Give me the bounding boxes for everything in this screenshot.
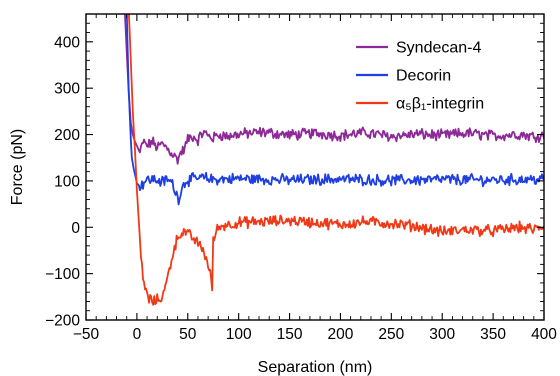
x-tick-label: 200 <box>328 326 354 343</box>
x-tick-label: 100 <box>226 326 252 343</box>
y-tick-label: 300 <box>54 81 80 98</box>
x-tick-label: 0 <box>133 326 142 343</box>
legend-label-0: Syndecan-4 <box>396 40 481 57</box>
y-axis-label: Force (pN) <box>9 129 26 205</box>
x-tick-label: 150 <box>277 326 303 343</box>
x-axis-label: Separation (nm) <box>258 359 373 376</box>
y-tick-label: −200 <box>45 313 80 330</box>
axes-layer: −50 0 50 100 150 200 250 300 350 400 −200 −100 0 100 2… <box>45 13 557 343</box>
x-tick-label: 300 <box>429 326 455 343</box>
series-line-1 <box>125 14 544 206</box>
y-tick-label: 400 <box>54 34 80 51</box>
x-tick-label: 350 <box>480 326 506 343</box>
series-line-0 <box>124 14 544 165</box>
legend-label-2: α₅β₁-integrin <box>396 96 484 113</box>
y-tick-label: −100 <box>45 266 80 283</box>
y-tick-label: 100 <box>54 173 80 190</box>
x-tick-label: −50 <box>73 326 100 343</box>
plot-frame <box>85 13 545 321</box>
y-tick-label: 0 <box>71 220 80 237</box>
x-tick-label: 250 <box>378 326 404 343</box>
legend: Syndecan-4 Decorin α₅β₁-integrin <box>356 40 484 113</box>
legend-label-1: Decorin <box>396 68 451 85</box>
series-layer <box>124 14 544 306</box>
x-tick-label: 400 <box>531 326 557 343</box>
x-tick-label: 50 <box>179 326 197 343</box>
y-tick-label: 200 <box>54 127 80 144</box>
series-line-2 <box>127 14 544 306</box>
